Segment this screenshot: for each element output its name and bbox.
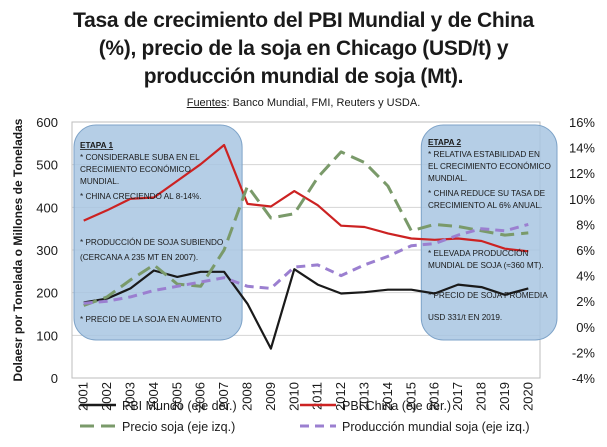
etapa2-text-line: MUNDIAL DE SOJA (≈360 MT).: [428, 261, 544, 270]
series-line-1: [83, 143, 529, 253]
y-left-tick-label: 400: [36, 200, 58, 215]
x-tick-label: 2016: [427, 382, 442, 411]
series-line-3: [83, 222, 529, 305]
etapa1-text-line: ETAPA 1: [80, 141, 114, 150]
y-right-tick-label: -4%: [572, 371, 596, 386]
etapa2-text-line: EL CRECIMIENTO ECONÓMICO: [428, 161, 551, 171]
x-tick-label: 2018: [474, 382, 489, 411]
chart-title-line-3: producción mundial de soja (Mt).: [143, 65, 464, 88]
legend-label: PBI Mundo (eje der.): [122, 399, 237, 413]
y-left-tick-label: 200: [36, 286, 58, 301]
etapa2-text-line: * RELATIVA ESTABILIDAD EN: [428, 150, 540, 159]
x-tick-label: 2001: [76, 382, 91, 411]
y-right-tick-label: -2%: [572, 345, 596, 360]
y-right-tick-label: 8%: [576, 217, 595, 232]
x-tick-label: 2005: [169, 382, 184, 411]
y-left-tick-label: 100: [36, 328, 58, 343]
y-right-tick-label: 0%: [576, 320, 595, 335]
y-left-tick-label: 0: [51, 371, 58, 386]
x-tick-label: 2002: [99, 382, 114, 411]
y-right-tick-label: 2%: [576, 294, 595, 309]
x-tick-label: 2004: [146, 382, 161, 411]
etapa1-text-line: * PRODUCCIÓN DE SOJA SUBIENDO: [80, 237, 223, 247]
series-line-2: [83, 150, 529, 307]
y-left-tick-label: 500: [36, 158, 58, 173]
x-tick-label: 2017: [450, 382, 465, 411]
x-tick-label: 2013: [357, 382, 372, 411]
x-tick-label: 2010: [286, 382, 301, 411]
etapa1-text-line: (CERCANA A 235 MT EN 2007).: [80, 253, 198, 262]
etapa2-text-line: * PRECIO DE SOJA PROMEDIA: [428, 291, 548, 300]
x-tick-label: 2015: [403, 382, 418, 411]
etapa1-text-line: MUNDIAL.: [80, 177, 119, 186]
x-tick-label: 2019: [497, 382, 512, 411]
source-label: Fuentes: [186, 97, 227, 109]
legend-label: Producción mundial soja (eje izq.): [342, 420, 530, 434]
etapa1-text-line: CRECIMIENTO ECONÓMICO: [80, 164, 191, 174]
y-axis-title: Dolaesr por Tonelada o Millones de Tonel…: [11, 118, 25, 381]
etapa2-text-line: ETAPA 2: [428, 138, 462, 147]
series-line-0: [83, 268, 529, 350]
etapa1-text-line: * CHINA CRECIENDO AL 8-14%.: [80, 192, 202, 201]
etapa2-text-line: USD 331/t EN 2019.: [428, 313, 502, 322]
legend-label: Precio soja (eje izq.): [122, 420, 235, 434]
y-right-tick-label: 6%: [576, 243, 595, 258]
legend-label: PBI China (eje der.): [342, 399, 451, 413]
y-left-tick-label: 600: [36, 115, 58, 130]
x-tick-label: 2006: [193, 382, 208, 411]
y-right-tick-label: 12%: [569, 166, 595, 181]
etapa2-text-line: * ELEVADA PRODUCCIÓN: [428, 248, 528, 258]
x-tick-label: 2012: [333, 382, 348, 411]
y-right-tick-label: 10%: [569, 192, 595, 207]
chart-title-line-2: (%), precio de la soja en Chicago (USD/t…: [98, 37, 509, 60]
x-tick-label: 2008: [240, 382, 255, 411]
y-right-tick-label: 4%: [576, 269, 595, 284]
chart-source: Fuentes: Banco Mundial, FMI, Reuters y U…: [0, 97, 607, 109]
etapa2-text-line: MUNDIAL.: [428, 174, 467, 183]
chart-title-line-1: Tasa de crecimiento del PBI Mundial y de…: [73, 9, 534, 32]
y-right-tick-label: 16%: [569, 115, 595, 130]
x-tick-label: 2014: [380, 382, 395, 411]
etapa2-text-line: CRECIMIENTO AL 6% ANUAL.: [428, 201, 542, 210]
x-tick-label: 2011: [310, 382, 325, 410]
x-tick-label: 2020: [520, 382, 535, 411]
y-left-tick-label: 300: [36, 243, 58, 258]
x-tick-label: 2003: [123, 382, 138, 411]
etapa1-text-line: * CONSIDERABLE SUBA EN EL: [80, 153, 200, 162]
x-tick-label: 2009: [263, 382, 278, 411]
y-right-tick-label: 14%: [569, 141, 595, 156]
etapa1-text-line: * PRECIO DE LA SOJA EN AUMENTO: [80, 315, 222, 324]
source-text: : Banco Mundial, FMI, Reuters y USDA.: [226, 97, 421, 109]
x-tick-label: 2007: [216, 382, 231, 411]
etapa2-text-line: * CHINA REDUCE SU TASA DE: [428, 189, 546, 198]
